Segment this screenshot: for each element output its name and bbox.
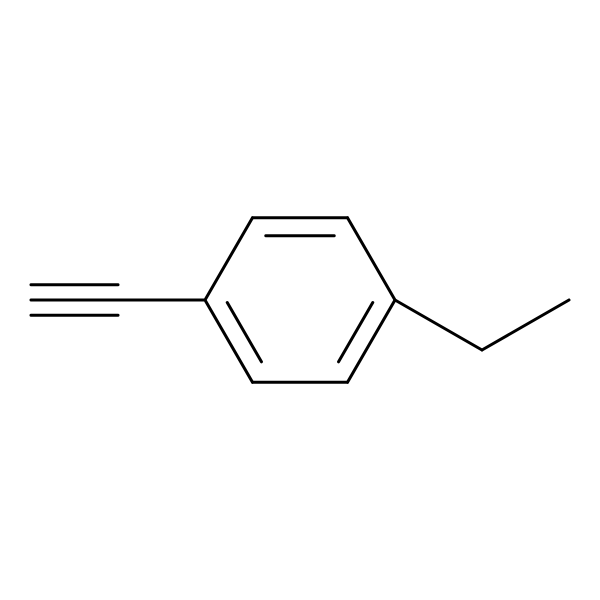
ring-bond (205, 300, 253, 382)
ring-bond (205, 218, 253, 300)
molecule-diagram (0, 0, 600, 600)
ring-bond (348, 300, 396, 382)
ring-bond (348, 218, 396, 300)
ring-inner-bond (227, 303, 261, 362)
ethyl-bond (482, 300, 569, 350)
ethyl-bond (395, 300, 482, 350)
ring-inner-bond (339, 303, 373, 362)
